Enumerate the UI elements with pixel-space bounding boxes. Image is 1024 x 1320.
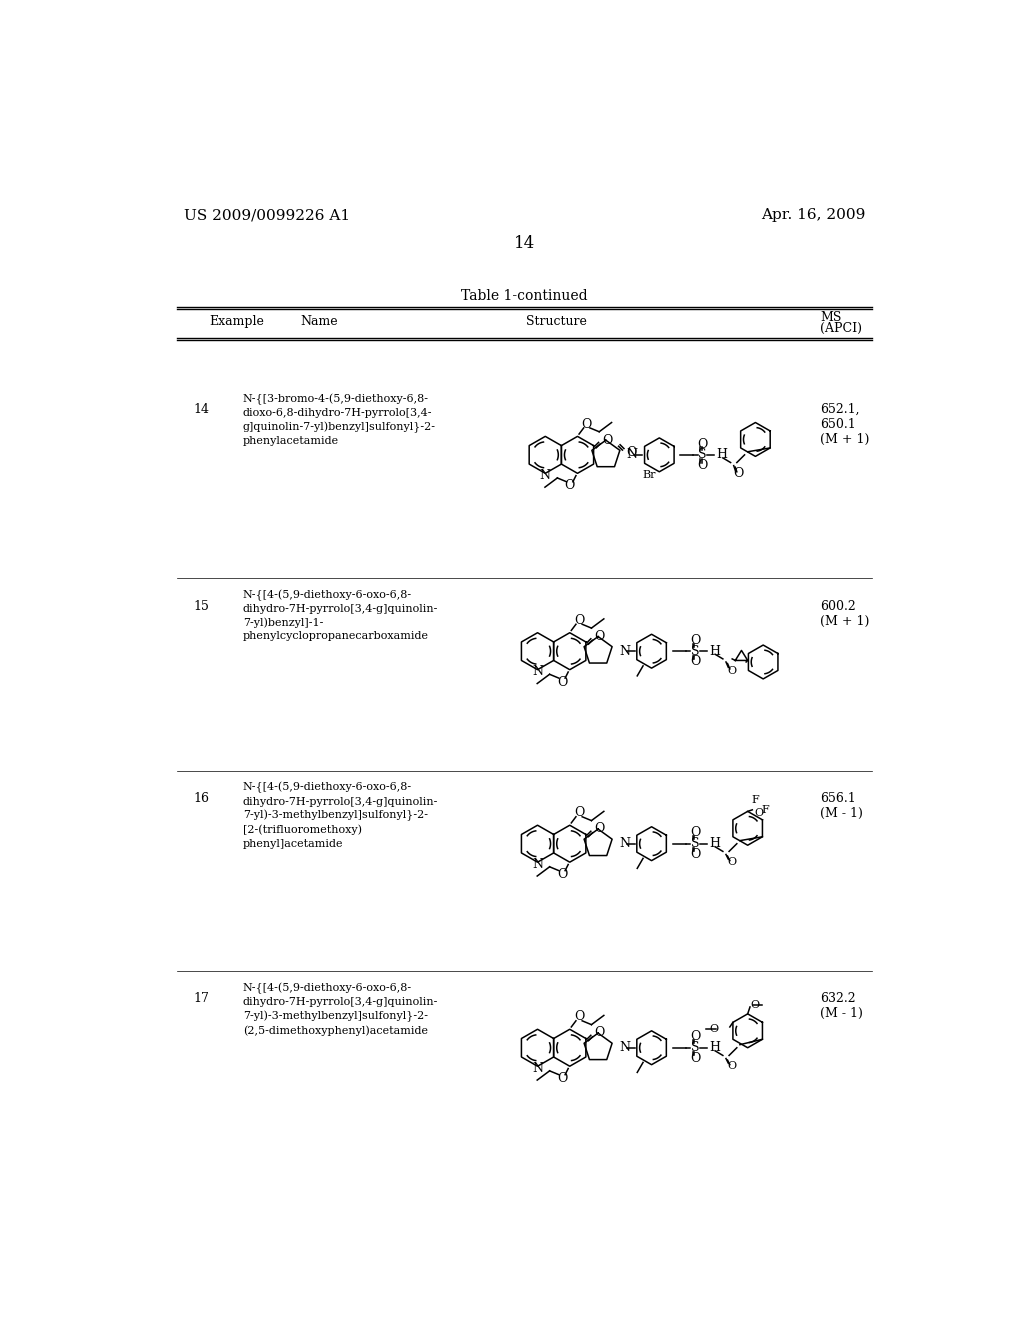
- Text: O: O: [728, 667, 736, 676]
- Text: O: O: [595, 630, 605, 643]
- Text: 652.1,
650.1
(M + 1): 652.1, 650.1 (M + 1): [820, 404, 869, 446]
- Text: O: O: [690, 634, 700, 647]
- Text: N: N: [620, 1041, 630, 1055]
- Text: O: O: [573, 1010, 585, 1023]
- Text: H: H: [709, 1041, 720, 1055]
- Text: H: H: [709, 644, 720, 657]
- Text: 600.2
(M + 1): 600.2 (M + 1): [820, 599, 869, 627]
- Text: 632.2
(M - 1): 632.2 (M - 1): [820, 993, 863, 1020]
- Text: N: N: [540, 469, 551, 482]
- Text: N: N: [620, 644, 630, 657]
- Text: N-{[3-bromo-4-(5,9-diethoxy-6,8-
dioxo-6,8-dihydro-7H-pyrrolo[3,4-
g]quinolin-7-: N-{[3-bromo-4-(5,9-diethoxy-6,8- dioxo-6…: [243, 393, 435, 446]
- Text: (APCI): (APCI): [820, 322, 862, 335]
- Text: S: S: [691, 1041, 699, 1055]
- Text: H: H: [709, 837, 720, 850]
- Text: S: S: [691, 644, 699, 657]
- Text: O: O: [710, 1023, 719, 1034]
- Text: US 2009/0099226 A1: US 2009/0099226 A1: [183, 209, 350, 223]
- Text: O: O: [564, 479, 574, 492]
- Text: MS: MS: [820, 312, 842, 323]
- Text: O: O: [733, 467, 743, 480]
- Text: O: O: [690, 656, 700, 668]
- Text: O: O: [697, 437, 708, 450]
- Text: N: N: [532, 665, 543, 678]
- Text: Apr. 16, 2009: Apr. 16, 2009: [762, 209, 866, 223]
- Text: N-{[4-(5,9-diethoxy-6-oxo-6,8-
dihydro-7H-pyrrolo[3,4-g]quinolin-
7-yl)benzyl]-1: N-{[4-(5,9-diethoxy-6-oxo-6,8- dihydro-7…: [243, 590, 438, 642]
- Text: O: O: [595, 1027, 605, 1039]
- Text: O: O: [697, 459, 708, 473]
- Text: O: O: [728, 1061, 736, 1072]
- Text: O: O: [690, 826, 700, 840]
- Text: 14: 14: [194, 404, 210, 416]
- Text: O: O: [595, 822, 605, 836]
- Text: F: F: [762, 805, 769, 814]
- Text: Structure: Structure: [526, 315, 587, 329]
- Text: Name: Name: [300, 315, 338, 329]
- Text: N: N: [627, 449, 638, 462]
- Text: N: N: [620, 837, 630, 850]
- Text: O: O: [557, 676, 567, 689]
- Text: O: O: [557, 1072, 567, 1085]
- Text: S: S: [691, 837, 699, 850]
- Text: Table 1-continued: Table 1-continued: [462, 289, 588, 304]
- Text: S: S: [698, 449, 707, 462]
- Text: O: O: [557, 869, 567, 880]
- Text: O: O: [602, 433, 612, 446]
- Text: 14: 14: [514, 235, 536, 252]
- Text: 17: 17: [194, 993, 210, 1006]
- Text: O: O: [690, 847, 700, 861]
- Text: H: H: [717, 449, 728, 462]
- Text: 656.1
(M - 1): 656.1 (M - 1): [820, 792, 863, 820]
- Text: O: O: [728, 857, 736, 867]
- Text: O: O: [690, 1052, 700, 1065]
- Text: 16: 16: [194, 792, 210, 805]
- Text: Br: Br: [643, 470, 656, 480]
- Text: 15: 15: [194, 599, 210, 612]
- Text: O: O: [573, 614, 585, 627]
- Text: O: O: [690, 1031, 700, 1044]
- Text: O: O: [627, 446, 637, 459]
- Text: O: O: [751, 999, 760, 1010]
- Text: N-{[4-(5,9-diethoxy-6-oxo-6,8-
dihydro-7H-pyrrolo[3,4-g]quinolin-
7-yl)-3-methyl: N-{[4-(5,9-diethoxy-6-oxo-6,8- dihydro-7…: [243, 982, 438, 1036]
- Text: Example: Example: [209, 315, 264, 329]
- Text: N-{[4-(5,9-diethoxy-6-oxo-6,8-
dihydro-7H-pyrrolo[3,4-g]quinolin-
7-yl)-3-methyl: N-{[4-(5,9-diethoxy-6-oxo-6,8- dihydro-7…: [243, 781, 438, 849]
- Text: F: F: [752, 795, 760, 805]
- Text: O: O: [573, 807, 585, 820]
- Text: O: O: [582, 417, 592, 430]
- Text: N: N: [532, 1063, 543, 1074]
- Text: N: N: [532, 858, 543, 871]
- Text: O: O: [754, 808, 763, 818]
